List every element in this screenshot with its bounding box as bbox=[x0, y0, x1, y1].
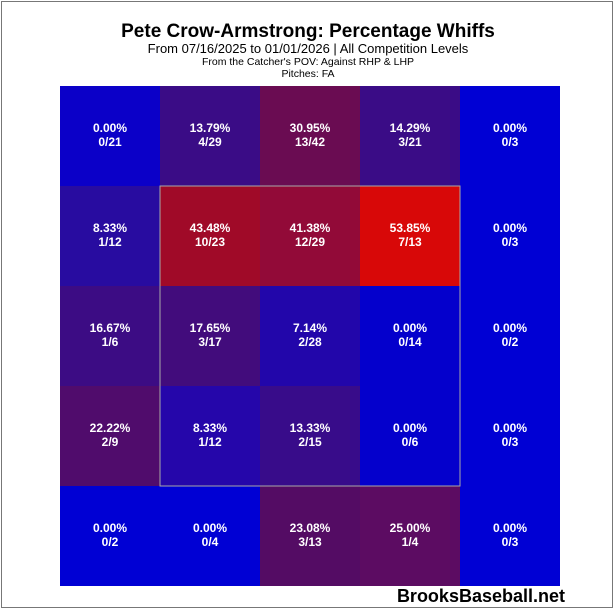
cell-percentage-label: 16.67% bbox=[90, 321, 131, 335]
cell-percentage-label: 0.00% bbox=[393, 321, 427, 335]
cell-count-label: 0/3 bbox=[502, 235, 519, 249]
cell-percentage-label: 0.00% bbox=[93, 521, 127, 535]
heatmap-cell bbox=[160, 286, 260, 386]
cell-count-label: 0/4 bbox=[202, 535, 219, 549]
heatmap-cell bbox=[260, 186, 360, 286]
cell-count-label: 1/6 bbox=[102, 335, 119, 349]
cell-percentage-label: 22.22% bbox=[90, 421, 131, 435]
cell-count-label: 7/13 bbox=[398, 235, 422, 249]
cell-percentage-label: 0.00% bbox=[193, 521, 227, 535]
cell-count-label: 10/23 bbox=[195, 235, 225, 249]
heatmap-cell bbox=[460, 286, 560, 386]
cell-percentage-label: 0.00% bbox=[493, 121, 527, 135]
cell-count-label: 2/15 bbox=[298, 435, 322, 449]
cell-count-label: 0/2 bbox=[502, 335, 519, 349]
cell-percentage-label: 23.08% bbox=[290, 521, 331, 535]
cell-count-label: 2/28 bbox=[298, 335, 322, 349]
heatmap-cell bbox=[460, 86, 560, 186]
cell-percentage-label: 13.33% bbox=[290, 421, 331, 435]
cell-count-label: 1/12 bbox=[98, 235, 122, 249]
cell-percentage-label: 43.48% bbox=[190, 221, 231, 235]
heatmap-cell bbox=[60, 286, 160, 386]
cell-count-label: 0/14 bbox=[398, 335, 422, 349]
cell-count-label: 0/3 bbox=[502, 135, 519, 149]
cell-count-label: 4/29 bbox=[198, 135, 222, 149]
pov-label: From the Catcher's POV: Against RHP & LH… bbox=[201, 56, 415, 68]
heatmap-cell bbox=[60, 386, 160, 486]
cell-percentage-label: 41.38% bbox=[290, 221, 331, 235]
heatmap-cell bbox=[160, 486, 260, 586]
heatmap-cell bbox=[260, 86, 360, 186]
cell-percentage-label: 0.00% bbox=[493, 521, 527, 535]
cell-percentage-label: 14.29% bbox=[390, 121, 431, 135]
cell-count-label: 0/21 bbox=[98, 135, 122, 149]
cell-count-label: 1/12 bbox=[198, 435, 222, 449]
cell-percentage-label: 13.79% bbox=[190, 121, 231, 135]
heatmap-cell bbox=[360, 486, 460, 586]
heatmap-cell bbox=[260, 286, 360, 386]
heatmap-cell bbox=[260, 386, 360, 486]
cell-percentage-label: 8.33% bbox=[93, 221, 127, 235]
heatmap-cell bbox=[360, 386, 460, 486]
heatmap-cell bbox=[260, 486, 360, 586]
heatmap-cell bbox=[460, 386, 560, 486]
cell-percentage-label: 0.00% bbox=[493, 221, 527, 235]
heatmap-cell bbox=[160, 186, 260, 286]
cell-percentage-label: 0.00% bbox=[493, 321, 527, 335]
heatmap-cell bbox=[460, 186, 560, 286]
heatmap-cell bbox=[60, 86, 160, 186]
cell-count-label: 0/3 bbox=[502, 535, 519, 549]
cell-percentage-label: 7.14% bbox=[293, 321, 327, 335]
cell-percentage-label: 0.00% bbox=[393, 421, 427, 435]
cell-count-label: 13/42 bbox=[295, 135, 325, 149]
cell-percentage-label: 0.00% bbox=[93, 121, 127, 135]
cell-count-label: 3/21 bbox=[398, 135, 422, 149]
chart-subtitle: From 07/16/2025 to 01/01/2026 | All Comp… bbox=[147, 41, 469, 56]
heatmap-cell bbox=[160, 86, 260, 186]
watermark: BrooksBaseball.net bbox=[396, 586, 565, 606]
cell-count-label: 2/9 bbox=[102, 435, 119, 449]
cell-count-label: 12/29 bbox=[295, 235, 325, 249]
cell-percentage-label: 17.65% bbox=[190, 321, 231, 335]
heatmap-cell bbox=[360, 186, 460, 286]
heatmap-cell bbox=[360, 86, 460, 186]
cell-percentage-label: 0.00% bbox=[493, 421, 527, 435]
heatmap-cell bbox=[460, 486, 560, 586]
cell-percentage-label: 30.95% bbox=[290, 121, 331, 135]
cell-percentage-label: 25.00% bbox=[390, 521, 431, 535]
chart-title: Pete Crow-Armstrong: Percentage Whiffs bbox=[121, 21, 495, 42]
cell-count-label: 1/4 bbox=[402, 535, 419, 549]
cell-percentage-label: 8.33% bbox=[193, 421, 227, 435]
cell-count-label: 3/13 bbox=[298, 535, 322, 549]
cell-count-label: 3/17 bbox=[198, 335, 222, 349]
heatmap-cell bbox=[360, 286, 460, 386]
pitches-label: Pitches: FA bbox=[281, 68, 335, 80]
cell-count-label: 0/6 bbox=[402, 435, 419, 449]
heatmap-cell bbox=[160, 386, 260, 486]
heatmap-cell bbox=[60, 186, 160, 286]
cell-count-label: 0/2 bbox=[102, 535, 119, 549]
heatmap-cell bbox=[60, 486, 160, 586]
strike-zone-outline bbox=[159, 185, 461, 487]
cell-percentage-label: 53.85% bbox=[390, 221, 431, 235]
cell-count-label: 0/3 bbox=[502, 435, 519, 449]
